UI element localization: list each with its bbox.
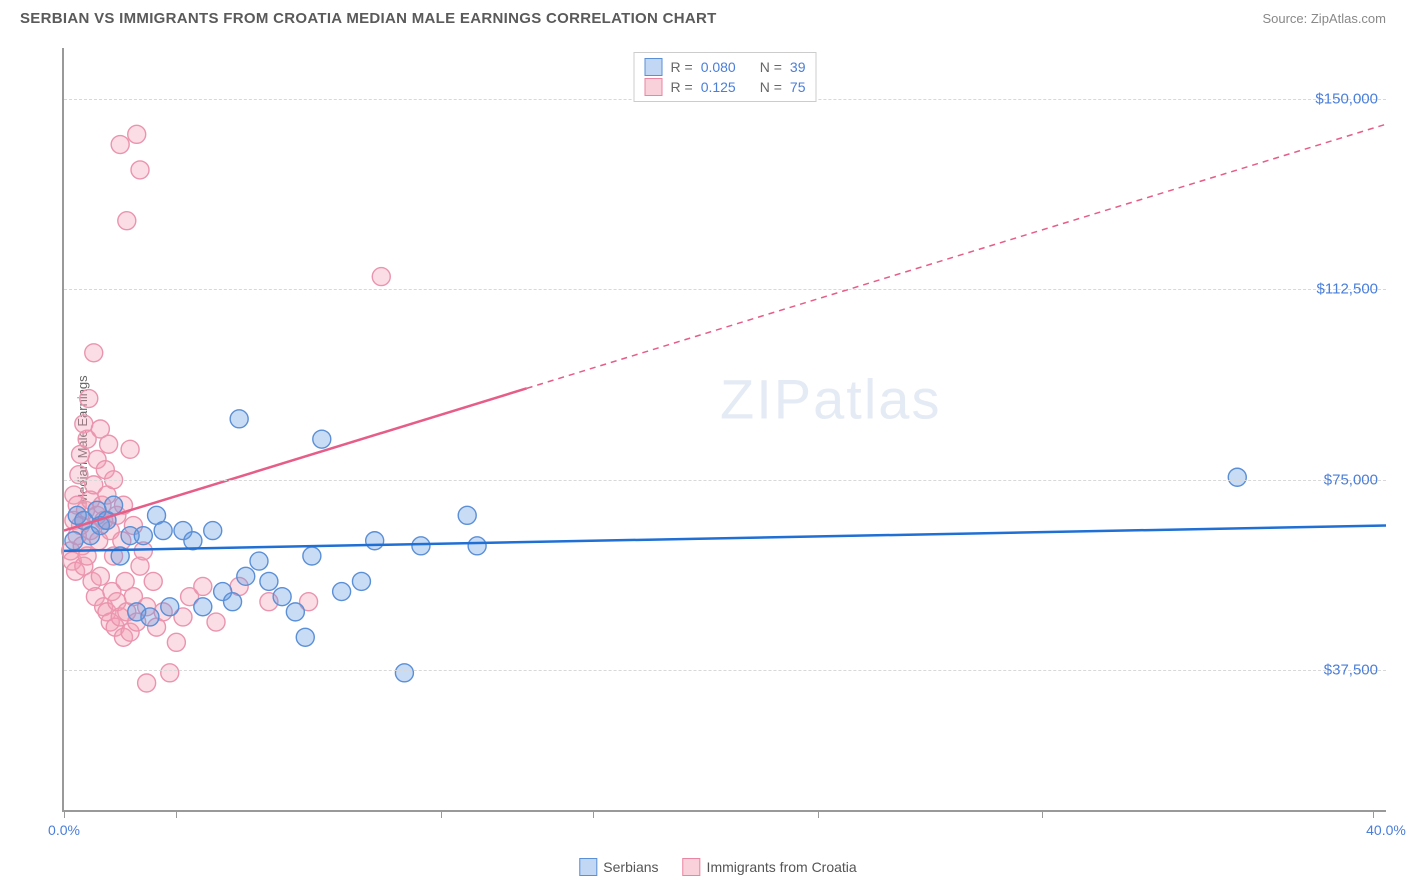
- x-tick-label-min: 0.0%: [48, 822, 80, 838]
- data-point: [296, 628, 314, 646]
- data-point: [91, 567, 109, 585]
- data-point: [194, 577, 212, 595]
- data-point: [204, 522, 222, 540]
- data-point: [118, 212, 136, 230]
- plot-area: R = 0.080 N = 39 R = 0.125 N = 75 ZIPatl…: [62, 48, 1386, 812]
- data-point: [412, 537, 430, 555]
- chart-source: Source: ZipAtlas.com: [1262, 11, 1386, 26]
- data-point: [111, 136, 129, 154]
- legend-row-croatia: R = 0.125 N = 75: [645, 77, 806, 97]
- data-point: [128, 125, 146, 143]
- data-point: [161, 598, 179, 616]
- data-point: [80, 390, 98, 408]
- swatch-blue-icon: [579, 858, 597, 876]
- data-point: [372, 268, 390, 286]
- data-point: [138, 674, 156, 692]
- data-point: [273, 588, 291, 606]
- data-point: [230, 410, 248, 428]
- data-point: [105, 496, 123, 514]
- data-point: [207, 613, 225, 631]
- data-point: [313, 430, 331, 448]
- x-tick: [593, 810, 594, 818]
- chart-header: SERBIAN VS IMMIGRANTS FROM CROATIA MEDIA…: [0, 0, 1406, 33]
- data-point: [65, 532, 83, 550]
- gridline: [64, 480, 1386, 481]
- data-point: [303, 547, 321, 565]
- data-point: [100, 435, 118, 453]
- x-tick-label-max: 40.0%: [1366, 822, 1406, 838]
- legend-row-serbians: R = 0.080 N = 39: [645, 57, 806, 77]
- data-point: [224, 593, 242, 611]
- swatch-pink-icon: [683, 858, 701, 876]
- y-tick-label: $150,000: [1315, 90, 1378, 107]
- data-point: [333, 583, 351, 601]
- data-point: [352, 572, 370, 590]
- data-point: [366, 532, 384, 550]
- data-point: [184, 532, 202, 550]
- swatch-pink-icon: [645, 78, 663, 96]
- data-point: [134, 527, 152, 545]
- data-point: [131, 161, 149, 179]
- data-point: [121, 440, 139, 458]
- trend-line: [64, 388, 527, 530]
- y-tick-label: $75,000: [1324, 471, 1378, 488]
- x-tick: [1373, 810, 1374, 818]
- chart-title: SERBIAN VS IMMIGRANTS FROM CROATIA MEDIA…: [20, 10, 717, 27]
- x-tick: [818, 810, 819, 818]
- x-tick: [441, 810, 442, 818]
- data-point: [154, 522, 172, 540]
- legend-item-serbians: Serbians: [579, 858, 658, 876]
- data-point: [237, 567, 255, 585]
- gridline: [64, 289, 1386, 290]
- legend-item-croatia: Immigrants from Croatia: [683, 858, 857, 876]
- x-tick: [64, 810, 65, 818]
- x-tick: [1042, 810, 1043, 818]
- data-point: [85, 344, 103, 362]
- correlation-legend: R = 0.080 N = 39 R = 0.125 N = 75: [634, 52, 817, 102]
- trend-line-dashed: [527, 124, 1386, 388]
- data-point: [260, 572, 278, 590]
- data-point: [167, 633, 185, 651]
- x-tick: [176, 810, 177, 818]
- data-point: [468, 537, 486, 555]
- chart-container: Median Male Earnings R = 0.080 N = 39 R …: [50, 48, 1386, 832]
- data-point: [1228, 468, 1246, 486]
- data-point: [395, 664, 413, 682]
- scatter-svg: [64, 48, 1386, 810]
- data-point: [144, 572, 162, 590]
- gridline: [64, 670, 1386, 671]
- data-point: [250, 552, 268, 570]
- y-tick-label: $37,500: [1324, 662, 1378, 679]
- data-point: [286, 603, 304, 621]
- y-tick-label: $112,500: [1317, 281, 1378, 298]
- data-point: [458, 506, 476, 524]
- swatch-blue-icon: [645, 58, 663, 76]
- data-point: [161, 664, 179, 682]
- series-legend: Serbians Immigrants from Croatia: [579, 858, 856, 876]
- data-point: [141, 608, 159, 626]
- trend-line: [64, 526, 1386, 551]
- data-point: [194, 598, 212, 616]
